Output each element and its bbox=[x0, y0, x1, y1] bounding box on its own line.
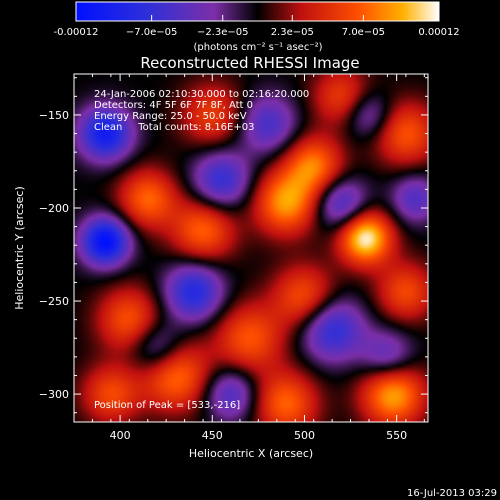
y-axis-label: Heliocentric Y (arcsec) bbox=[13, 186, 26, 310]
info-line-time: 24-Jan-2006 02:10:30.000 to 02:16:20.000 bbox=[94, 89, 309, 100]
plot-frame bbox=[73, 73, 429, 423]
x-tick-label: 450 bbox=[202, 429, 223, 442]
y-tick-label: −250 bbox=[39, 295, 69, 308]
colorbar: -0.00012 −7.0e−05 −2.3e−05 2.3e−05 7.0e−05 0.… bbox=[54, 1, 460, 53]
footer-timestamp: 16-Jul-2013 03:29 bbox=[407, 488, 497, 499]
colorbar-gradient bbox=[75, 1, 440, 22]
x-tick-label: 500 bbox=[294, 429, 315, 442]
info-line-detectors: Detectors: 4F 5F 6F 7F 8F, Att 0 bbox=[94, 100, 253, 111]
axis-ticks: 400 450 500 550 −150 −200 −250 −300 bbox=[39, 74, 428, 442]
colorbar-tick-label: -0.00012 bbox=[54, 27, 99, 38]
heatmap-raster bbox=[74, 74, 428, 422]
colorbar-ticks: -0.00012 −7.0e−05 −2.3e−05 2.3e−05 7.0e−05 0.… bbox=[54, 15, 460, 38]
info-line-energy: Energy Range: 25.0 - 50.0 keV bbox=[94, 111, 247, 122]
colorbar-tick-label: 7.0e−05 bbox=[342, 27, 385, 38]
y-tick-label: −150 bbox=[39, 109, 69, 122]
peak-position-label: Position of Peak = [533,-216] bbox=[94, 400, 240, 411]
chart-title: Reconstructed RHESSI Image bbox=[140, 54, 359, 72]
observation-info: 24-Jan-2006 02:10:30.000 to 02:16:20.000… bbox=[94, 89, 309, 133]
x-axis-label: Heliocentric X (arcsec) bbox=[189, 447, 313, 460]
x-tick-label: 400 bbox=[110, 429, 131, 442]
y-tick-label: −200 bbox=[39, 202, 69, 215]
info-line-counts: Clean Total counts: 8.16E+03 bbox=[94, 122, 254, 133]
heatmap-image bbox=[74, 74, 428, 422]
colorbar-tick-label: −7.0e−05 bbox=[126, 27, 178, 38]
colorbar-units-label: (photons cm⁻² s⁻¹ asec⁻²) bbox=[193, 42, 322, 53]
colorbar-tick-label: 0.00012 bbox=[418, 27, 459, 38]
x-tick-label: 550 bbox=[386, 429, 407, 442]
colorbar-tick-label: 2.3e−05 bbox=[271, 27, 314, 38]
colorbar-tick-label: −2.3e−05 bbox=[197, 27, 249, 38]
y-tick-label: −300 bbox=[39, 388, 69, 401]
